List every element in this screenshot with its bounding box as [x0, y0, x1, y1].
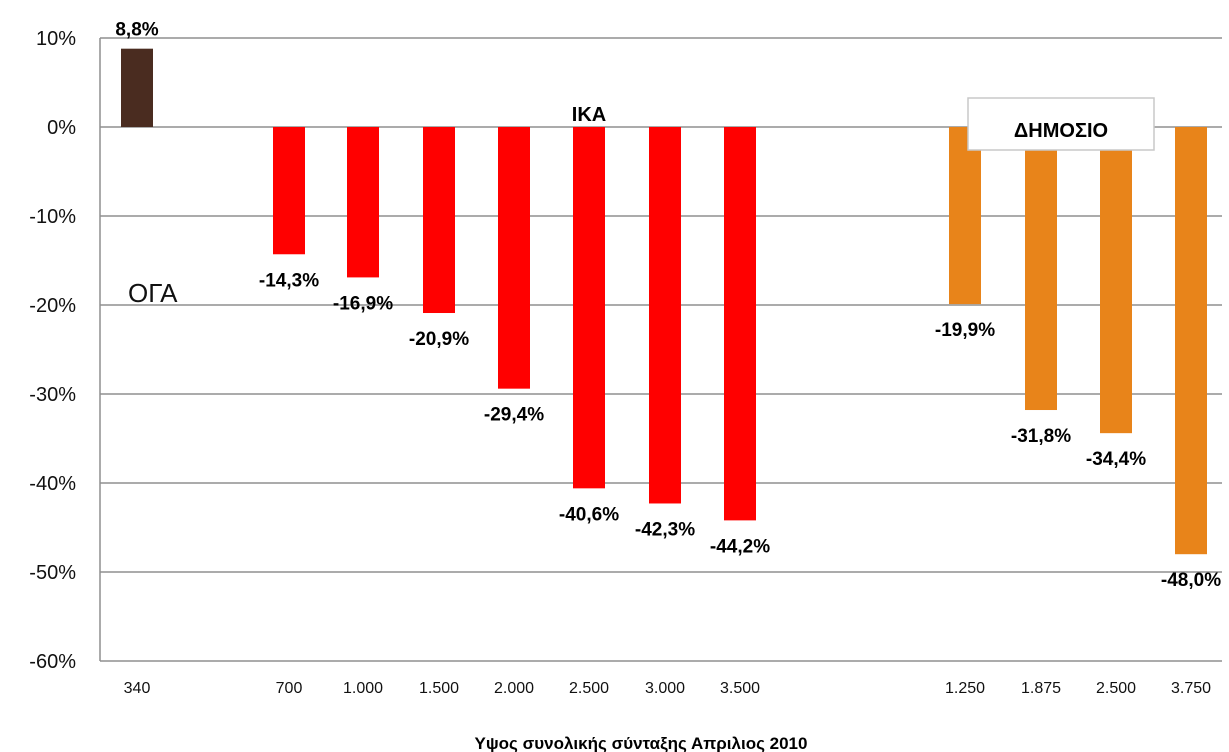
x-tick-label: 3.750: [1171, 680, 1211, 697]
bar: [1025, 127, 1057, 411]
x-tick-label: 1.500: [419, 680, 459, 697]
bar: [949, 127, 981, 305]
data-labels-layer: 8,8% -14,3% -16,9% -20,9% -29,4% -40,6% -42,3%…: [115, 20, 1221, 592]
x-tick-label: 2.500: [569, 680, 609, 697]
x-axis: 340 700 1.000 1.500 2.000 2.500 3.000 3.500 1.25…: [124, 680, 1211, 697]
y-tick-label: -60%: [29, 651, 76, 673]
data-label: -20,9%: [409, 329, 469, 350]
bar: [347, 127, 379, 278]
bar: [498, 127, 530, 389]
y-tick-label: 0%: [47, 117, 76, 139]
x-tick-label: 2.000: [494, 680, 534, 697]
bar: [724, 127, 756, 521]
y-axis: 10% 0% -10% -20% -30% -40% -50% -60%: [29, 28, 101, 673]
y-tick-label: -20%: [29, 295, 76, 317]
x-tick-label: 1.875: [1021, 680, 1061, 697]
y-tick-label: 10%: [36, 28, 76, 50]
data-label: -42,3%: [635, 519, 695, 540]
ika-group-label: ΙΚΑ: [572, 104, 606, 126]
data-label: -19,9%: [935, 320, 995, 341]
bars-layer: [121, 48, 1207, 555]
data-label: -44,2%: [710, 536, 770, 557]
bar: [1175, 127, 1207, 555]
bar: [423, 127, 455, 314]
oga-group-label: ΟΓΑ: [128, 278, 178, 308]
bar: [649, 127, 681, 504]
y-tick-label: -50%: [29, 562, 76, 584]
x-tick-label: 1.000: [343, 680, 383, 697]
x-axis-title: Υψος συνολικής σύνταξης Απριλιος 2010: [475, 734, 808, 752]
data-label: -16,9%: [333, 293, 393, 314]
x-tick-label: 340: [124, 680, 151, 697]
dimosio-group-label: ΔΗΜΟΣΙΟ: [1014, 120, 1108, 142]
x-tick-label: 3.500: [720, 680, 760, 697]
x-tick-label: 3.000: [645, 680, 685, 697]
data-label: -34,4%: [1086, 449, 1146, 470]
data-label: -31,8%: [1011, 426, 1071, 447]
y-tick-label: -10%: [29, 206, 76, 228]
data-label: -14,3%: [259, 270, 319, 291]
x-tick-label: 700: [276, 680, 303, 697]
x-tick-label: 2.500: [1096, 680, 1136, 697]
bar: [573, 127, 605, 489]
dimosio-label-box: [967, 97, 1155, 151]
bar: [121, 48, 153, 127]
x-tick-label: 1.250: [945, 680, 985, 697]
y-tick-label: -30%: [29, 384, 76, 406]
y-tick-label: -40%: [29, 473, 76, 495]
data-label: -48,0%: [1161, 570, 1221, 591]
data-label: 8,8%: [115, 20, 158, 41]
data-label: -40,6%: [559, 504, 619, 525]
bar: [1100, 127, 1132, 434]
bar: [273, 127, 305, 255]
data-label: -29,4%: [484, 405, 544, 426]
